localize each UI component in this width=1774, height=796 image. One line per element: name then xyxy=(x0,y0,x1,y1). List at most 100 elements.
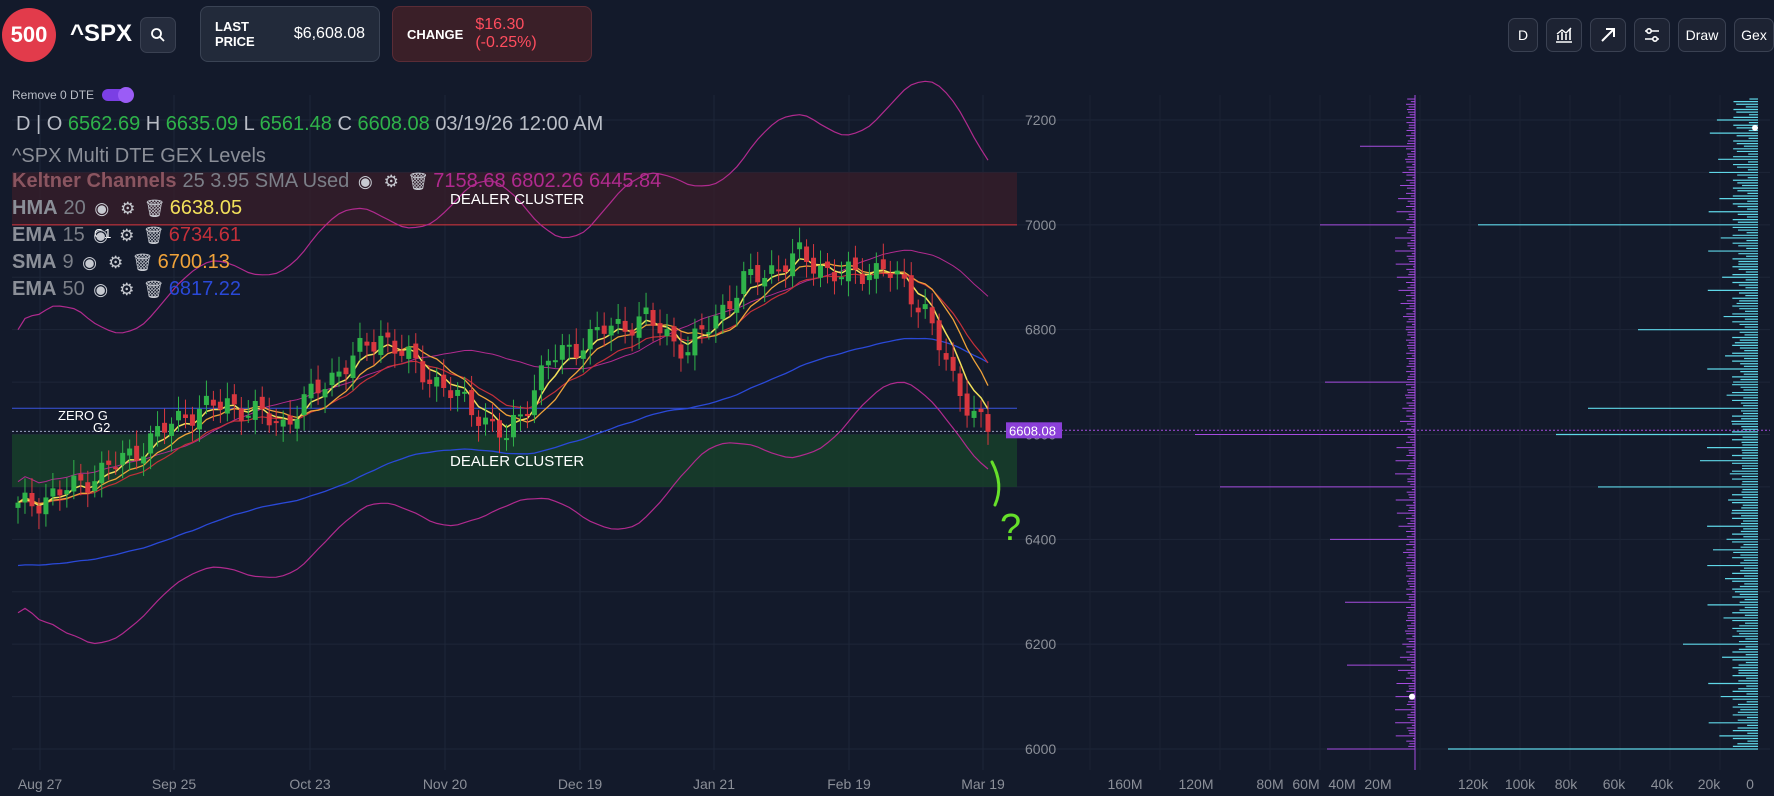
candle-body xyxy=(587,328,593,350)
indicator-row: SMA 9 ◉ ⚙ 🗑 6700.13 xyxy=(12,251,230,274)
ohlc-low-label: L xyxy=(243,113,255,135)
trash-icon[interactable]: 🗑 xyxy=(142,225,165,245)
last-price-value: $6,608.08 xyxy=(293,25,365,42)
last-price-label: LAST PRICE xyxy=(215,19,255,49)
ticker-symbol[interactable]: ^SPX xyxy=(70,20,133,47)
candle-body xyxy=(908,275,914,305)
ohlc-open-label: O xyxy=(46,113,63,135)
eye-icon[interactable]: ◉ xyxy=(357,171,373,191)
bar-chart-icon xyxy=(1556,27,1572,43)
dealer-cluster-zones xyxy=(12,172,1770,487)
gex-right-axis-label: 0 xyxy=(1746,776,1754,792)
trash-icon[interactable]: 🗑 xyxy=(142,279,165,299)
candle-body xyxy=(169,423,175,436)
search-button[interactable] xyxy=(140,17,176,53)
candle-body xyxy=(887,272,893,278)
candle-body xyxy=(497,420,503,438)
indicator-value: 6734.61 xyxy=(168,224,241,246)
gear-icon[interactable]: ⚙ xyxy=(107,252,124,272)
chart-type-button[interactable] xyxy=(1546,18,1582,52)
indicator-row: HMA 20 ◉ ⚙ 🗑 6638.05 xyxy=(12,197,242,220)
candle-body xyxy=(608,325,614,336)
eye-icon[interactable]: ◉ xyxy=(94,198,110,218)
candle-body xyxy=(566,344,572,347)
gear-icon[interactable]: ⚙ xyxy=(119,279,135,299)
remove-0dte-label: Remove 0 DTE xyxy=(12,88,95,102)
indicator-name: Keltner Channels xyxy=(12,170,177,192)
candle-body xyxy=(469,390,475,416)
gex-left-axis-label: 40M xyxy=(1328,776,1355,792)
settings-sliders-button[interactable] xyxy=(1634,18,1670,52)
candle-body xyxy=(615,318,621,324)
dealer-cluster-bottom-label: DEALER CLUSTER xyxy=(450,453,584,470)
candle-body xyxy=(943,353,949,360)
indicator-params: 20 xyxy=(63,197,86,219)
candle-body xyxy=(43,497,49,515)
candle-body xyxy=(720,304,726,320)
candle-body xyxy=(301,394,307,416)
gear-icon[interactable]: ⚙ xyxy=(383,171,399,191)
toggle-switch[interactable] xyxy=(102,87,135,103)
ohlc-interval: D xyxy=(16,113,31,135)
candle-body xyxy=(176,410,182,421)
candle-body xyxy=(85,482,91,493)
candle-body xyxy=(399,350,405,356)
eye-icon[interactable]: ◉ xyxy=(93,279,109,299)
candle-body xyxy=(866,274,872,281)
annotations: G1 ZERO GG2 DEALER CLUSTER DEALER CLUSTER? xyxy=(58,191,1021,549)
candle-body xyxy=(148,433,154,454)
candle-body xyxy=(790,253,796,277)
candle-body xyxy=(901,274,907,279)
candle-body xyxy=(845,261,851,282)
last-price-tag-bg xyxy=(1006,422,1062,439)
candle-body xyxy=(36,505,42,514)
candle-body xyxy=(503,438,509,441)
candle-body xyxy=(162,422,168,433)
remove-0dte-toggle[interactable]: Remove 0 DTE xyxy=(12,87,135,103)
app-logo[interactable]: 500 xyxy=(2,8,56,62)
candle-body xyxy=(713,315,719,329)
trash-icon[interactable]: 🗑 xyxy=(407,171,429,191)
study-title: ^SPX Multi DTE GEX Levels xyxy=(12,145,266,167)
indicator-params: 9 xyxy=(62,251,74,273)
candle-body xyxy=(650,310,656,326)
trendline-button[interactable] xyxy=(1590,18,1626,52)
candle-body xyxy=(350,355,356,379)
indicator-params: 15 xyxy=(62,224,85,246)
candle-body xyxy=(797,242,803,250)
eye-icon[interactable]: ◉ xyxy=(82,252,97,272)
indicator-value: 6638.05 xyxy=(169,197,243,219)
trash-icon[interactable]: 🗑 xyxy=(143,198,166,218)
zero-g-label: ZERO G xyxy=(58,408,108,423)
candle-body xyxy=(462,391,468,394)
candle-body xyxy=(99,462,105,484)
candle-body xyxy=(873,263,879,279)
draw-button[interactable]: Draw xyxy=(1678,18,1726,52)
candle-body xyxy=(155,426,161,437)
candle-body xyxy=(441,374,447,388)
trash-icon[interactable]: 🗑 xyxy=(131,252,154,272)
candle-body xyxy=(859,273,865,284)
eye-icon[interactable]: ◉ xyxy=(93,225,109,245)
gex-right-axis-label: 20k xyxy=(1698,776,1722,792)
gear-icon[interactable]: ⚙ xyxy=(119,225,135,245)
candle-body xyxy=(322,389,328,398)
interval-button[interactable]: D xyxy=(1508,18,1538,52)
last-price-box: LAST PRICE $6,608.08 xyxy=(200,6,380,62)
candle-body xyxy=(343,367,349,375)
date-axis-label: Oct 23 xyxy=(289,776,330,792)
candle-body xyxy=(818,265,824,278)
candle-body xyxy=(524,413,530,416)
candle-body xyxy=(15,502,21,508)
candle-body xyxy=(678,344,684,359)
candle-body xyxy=(427,379,433,384)
candle-body xyxy=(594,327,600,331)
gex-button[interactable]: Gex xyxy=(1734,18,1774,52)
candle-body xyxy=(420,361,426,383)
candle-body xyxy=(336,371,342,377)
candle-body xyxy=(601,325,607,334)
gear-icon[interactable]: ⚙ xyxy=(120,198,136,218)
indicator-value: 7158.68 6802.26 6445.84 xyxy=(433,170,662,192)
